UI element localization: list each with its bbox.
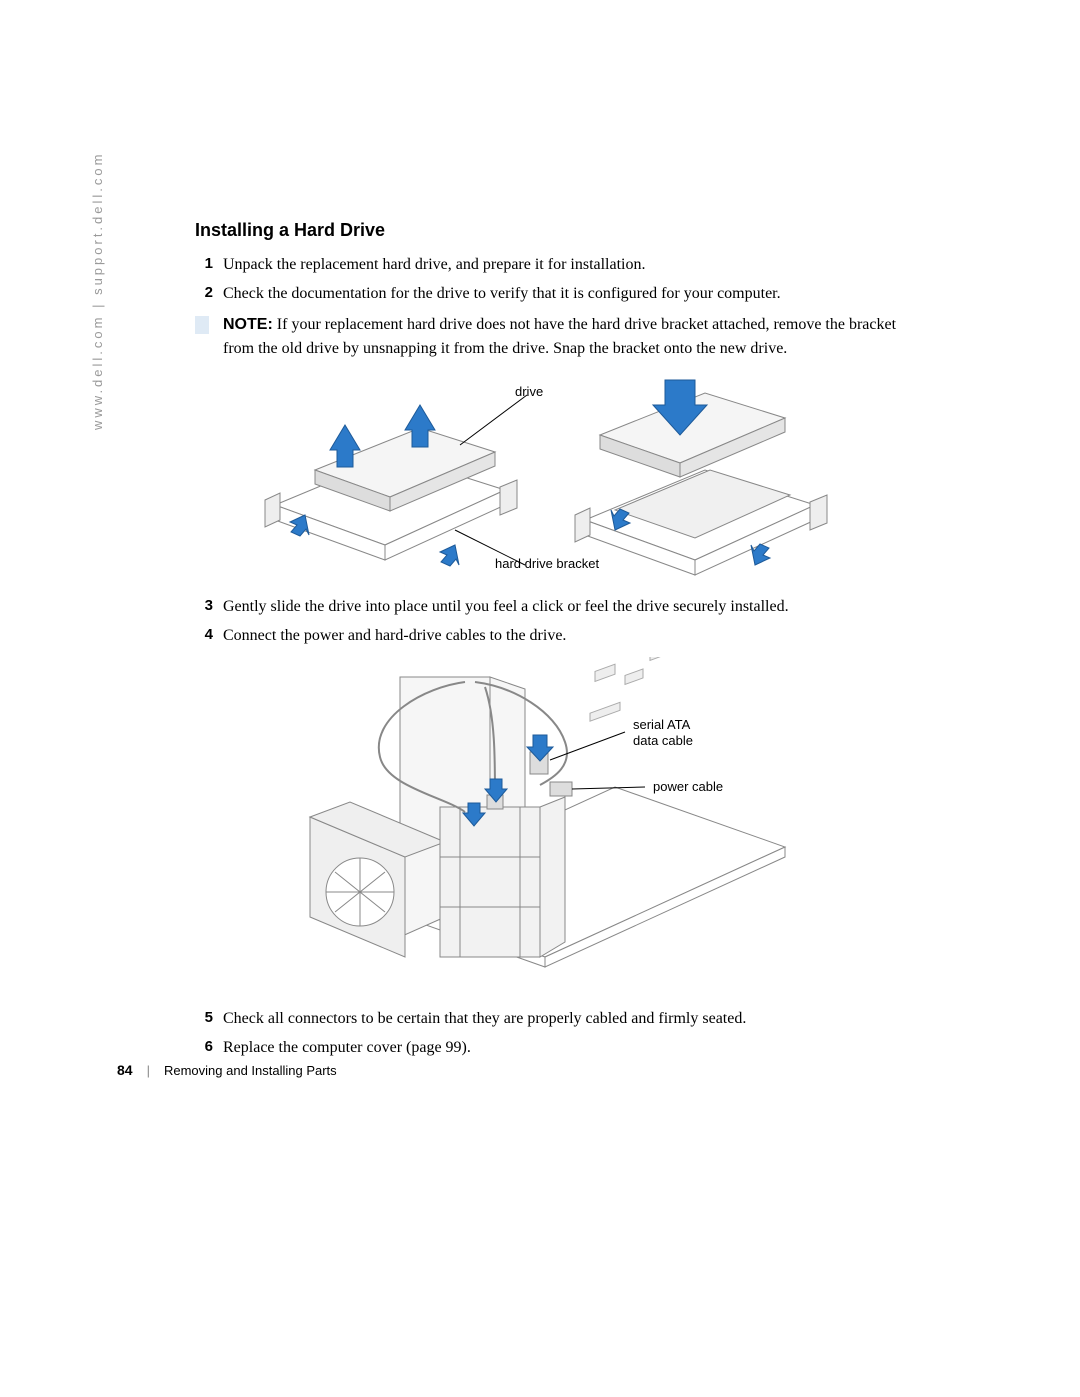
step-number: 5 bbox=[195, 1007, 223, 1030]
step-text: Check all connectors to be certain that … bbox=[223, 1007, 915, 1030]
steps-list-b: 3 Gently slide the drive into place unti… bbox=[195, 595, 915, 647]
figure1-svg bbox=[195, 370, 915, 585]
figure2-svg bbox=[195, 657, 915, 997]
step-number: 6 bbox=[195, 1036, 223, 1059]
step-text: Unpack the replacement hard drive, and p… bbox=[223, 253, 915, 276]
step-item: 6 Replace the computer cover (page 99). bbox=[195, 1036, 915, 1059]
step-text: Replace the computer cover (page 99). bbox=[223, 1036, 915, 1059]
section-heading: Installing a Hard Drive bbox=[195, 220, 915, 241]
step-number: 4 bbox=[195, 624, 223, 647]
page-footer: 84 | Removing and Installing Parts bbox=[117, 1062, 337, 1078]
figure-install-cables: serial ATA data cable power cable bbox=[195, 657, 915, 997]
step-number: 2 bbox=[195, 282, 223, 305]
note-text: NOTE: If your replacement hard drive doe… bbox=[223, 313, 915, 359]
steps-list-c: 5 Check all connectors to be certain tha… bbox=[195, 1007, 915, 1059]
steps-list-a: 1 Unpack the replacement hard drive, and… bbox=[195, 253, 915, 305]
figure-drive-bracket: drive hard drive bracket bbox=[195, 370, 915, 585]
figure1-label-bracket: hard drive bracket bbox=[495, 556, 599, 572]
step-number: 3 bbox=[195, 595, 223, 618]
step-text: Check the documentation for the drive to… bbox=[223, 282, 915, 305]
figure2-label-power: power cable bbox=[653, 779, 723, 795]
note-block: NOTE: If your replacement hard drive doe… bbox=[195, 313, 915, 359]
step-text: Connect the power and hard-drive cables … bbox=[223, 624, 915, 647]
step-text: Gently slide the drive into place until … bbox=[223, 595, 915, 618]
step-item: 2 Check the documentation for the drive … bbox=[195, 282, 915, 305]
note-body: If your replacement hard drive does not … bbox=[223, 316, 896, 356]
footer-page-number: 84 bbox=[117, 1062, 133, 1078]
step-item: 1 Unpack the replacement hard drive, and… bbox=[195, 253, 915, 276]
footer-separator: | bbox=[147, 1063, 150, 1078]
figure1-label-drive: drive bbox=[515, 384, 543, 400]
step-item: 4 Connect the power and hard-drive cable… bbox=[195, 624, 915, 647]
figure2-label-sata: serial ATA data cable bbox=[633, 717, 693, 750]
step-number: 1 bbox=[195, 253, 223, 276]
note-icon bbox=[195, 316, 209, 334]
note-label: NOTE: bbox=[223, 316, 273, 333]
step-item: 3 Gently slide the drive into place unti… bbox=[195, 595, 915, 618]
footer-section-title: Removing and Installing Parts bbox=[164, 1063, 337, 1078]
step-item: 5 Check all connectors to be certain tha… bbox=[195, 1007, 915, 1030]
main-content: Installing a Hard Drive 1 Unpack the rep… bbox=[195, 220, 915, 1066]
side-url-text: www.dell.com | support.dell.com bbox=[90, 152, 105, 430]
